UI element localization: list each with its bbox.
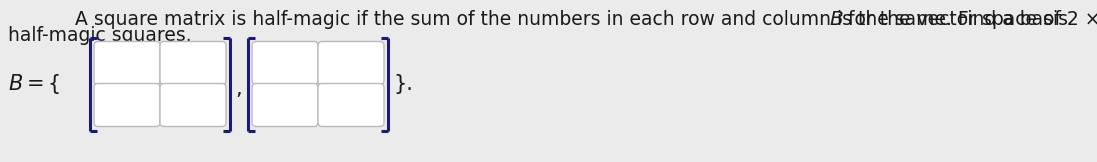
FancyBboxPatch shape — [252, 83, 318, 127]
Text: for the vector space of 2 × 2: for the vector space of 2 × 2 — [842, 10, 1097, 29]
Text: half-magic squares.: half-magic squares. — [8, 26, 192, 45]
FancyBboxPatch shape — [318, 41, 384, 85]
FancyBboxPatch shape — [318, 83, 384, 127]
FancyBboxPatch shape — [252, 41, 318, 85]
Text: $B = \{$: $B = \{$ — [8, 72, 60, 96]
Text: $\mathit{B}$: $\mathit{B}$ — [829, 10, 844, 29]
Text: }.: }. — [393, 74, 412, 94]
FancyBboxPatch shape — [160, 41, 226, 85]
FancyBboxPatch shape — [160, 83, 226, 127]
Text: ,: , — [235, 79, 241, 99]
FancyBboxPatch shape — [94, 41, 160, 85]
Text: A square matrix is half-magic if the sum of the numbers in each row and column i: A square matrix is half-magic if the sum… — [75, 10, 1074, 29]
FancyBboxPatch shape — [94, 83, 160, 127]
